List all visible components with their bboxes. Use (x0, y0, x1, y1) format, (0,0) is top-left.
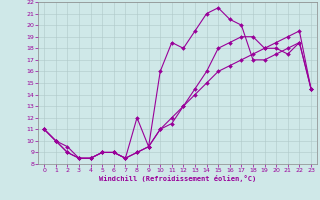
X-axis label: Windchill (Refroidissement éolien,°C): Windchill (Refroidissement éolien,°C) (99, 175, 256, 182)
